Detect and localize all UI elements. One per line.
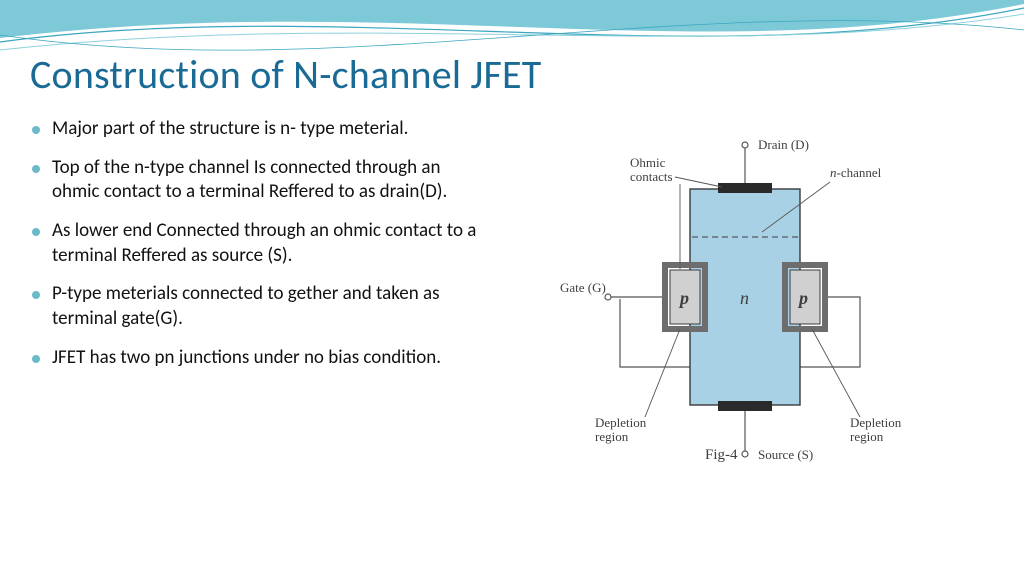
figure-caption: Fig-4 (705, 447, 738, 463)
label-drain: Drain (D) (758, 137, 809, 152)
bullet-list: Major part of the structure is n- type m… (30, 117, 490, 512)
bullet-item: JFET has two pn junctions under no bias … (30, 346, 490, 371)
jfet-diagram: Drain (D) Source (S) Gate (G) Ohmicconta… (500, 107, 960, 512)
label-dep-r: Depletionregion (850, 415, 902, 444)
slide-title: Construction of N-channel JFET (30, 50, 1004, 99)
label-p-left: p (678, 288, 689, 308)
label-source: Source (S) (758, 447, 813, 462)
label-gate: Gate (G) (560, 280, 606, 295)
slide-content: Construction of N-channel JFET Major par… (30, 50, 1004, 556)
label-p-right: p (797, 288, 808, 308)
label-ohmic: Ohmiccontacts (630, 155, 673, 184)
bullet-item: As lower end Connected through an ohmic … (30, 219, 490, 268)
bullet-item: Top of the n-type channel Is connected t… (30, 156, 490, 205)
bullet-item: Major part of the structure is n- type m… (30, 117, 490, 142)
bullet-item: P-type meterials connected to gether and… (30, 282, 490, 331)
label-nchannel: n-channel (830, 165, 882, 180)
label-dep-l: Depletionregion (595, 415, 647, 444)
label-n: n (740, 288, 749, 308)
